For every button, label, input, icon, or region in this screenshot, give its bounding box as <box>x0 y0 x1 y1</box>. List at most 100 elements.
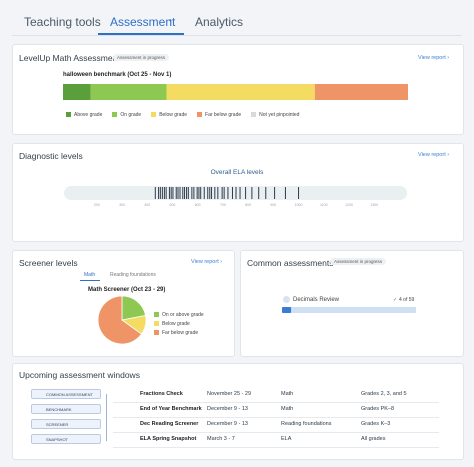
bar-segment <box>314 84 408 100</box>
legend-swatch <box>66 112 71 117</box>
cell: November 25 - 29 <box>207 391 252 397</box>
assessment-name: Dec Reading Screener <box>140 421 199 427</box>
assessment-name: Fractions Check <box>140 391 183 397</box>
assessment-name: End of Year Benchmark <box>140 406 202 412</box>
item-name[interactable]: Decimals Review <box>293 297 340 303</box>
chart-title: Overall ELA levels <box>210 169 264 176</box>
subtab-underline <box>80 280 100 281</box>
x-tick-label: 1300 <box>370 203 378 207</box>
legend-swatch <box>151 112 157 117</box>
x-tick-label: 1200 <box>345 203 353 207</box>
row-rule <box>113 432 439 433</box>
cell: Grades 2, 3, and 5 <box>361 391 407 397</box>
legend-label: On or above grade <box>162 311 204 318</box>
common-card <box>240 250 464 357</box>
legend-item: Below grade <box>154 319 224 328</box>
view-report[interactable]: View report › <box>191 259 223 265</box>
legend-item: Far below grade <box>154 328 224 337</box>
legend-swatch <box>112 112 118 117</box>
legend-swatch <box>197 112 203 117</box>
x-tick-label: 600 <box>195 203 201 207</box>
cell: March 3 - 7 <box>207 436 235 442</box>
x-tick-label: 1100 <box>320 203 328 207</box>
stacked-bar <box>63 84 408 100</box>
legend-item: On grade <box>112 112 141 118</box>
cell: Reading foundations <box>281 421 332 427</box>
bar-segment <box>166 84 315 100</box>
x-tick-label: 500 <box>170 203 176 207</box>
tab[interactable]: Teaching tools <box>24 15 101 29</box>
tab-underline <box>98 33 184 35</box>
legend-label: Far below grade <box>205 111 242 118</box>
progress-label: 4 of 59 <box>399 297 415 303</box>
pie-slice <box>121 295 147 321</box>
subtab-active[interactable]: Math <box>84 272 96 278</box>
legend-swatch <box>251 112 257 117</box>
x-tick-label: 900 <box>270 203 276 207</box>
tag: COMMON ASSESSMENT <box>31 389 101 399</box>
card-title: Diagnostic levels <box>19 151 83 161</box>
badge: Assessment in progress <box>330 258 387 265</box>
legend-label: Below grade <box>162 320 190 327</box>
tab[interactable]: Analytics <box>195 15 244 29</box>
tab-active[interactable]: Assessment <box>110 15 176 29</box>
cell: All grades <box>361 436 386 442</box>
x-tick-label: 800 <box>245 203 251 207</box>
progress-fill <box>282 307 292 313</box>
timeline <box>106 394 107 441</box>
tag: SNAPSHOT <box>31 434 101 444</box>
cell: ELA <box>281 436 292 442</box>
row-rule <box>113 447 439 448</box>
track <box>64 186 407 200</box>
card-title: Upcoming assessment windows <box>19 370 140 380</box>
card-title: Screener levels <box>19 258 78 268</box>
cell: Grades PK–8 <box>361 406 395 412</box>
x-tick-label: 200 <box>94 203 100 207</box>
legend-item: Far below grade <box>197 112 241 118</box>
legend-swatch <box>154 330 159 335</box>
row-rule <box>113 417 439 418</box>
subtitle: halloween benchmark (Oct 25 - Nov 1) <box>63 72 172 78</box>
x-tick-label: 300 <box>119 203 125 207</box>
legend-swatch <box>154 312 159 317</box>
legend-label: Above grade <box>74 111 103 118</box>
row-rule <box>113 402 439 403</box>
view-report[interactable]: View report › <box>418 152 450 158</box>
chart-title: Math Screener (Oct 23 - 29) <box>88 287 166 293</box>
tab-dot: • <box>169 16 172 25</box>
legend-label: Far below grade <box>162 329 199 336</box>
cell: December 9 - 13 <box>207 406 248 412</box>
card-title: Common assessments <box>247 258 334 268</box>
check: ✓ <box>393 297 398 303</box>
cell: Math <box>281 391 294 397</box>
cell: December 9 - 13 <box>207 421 248 427</box>
assessment-name: ELA Spring Snapshot <box>140 436 197 442</box>
legend-label: On grade <box>120 111 142 118</box>
cell: Grades K–3 <box>361 421 391 427</box>
progress-track <box>282 307 416 313</box>
progress-bar <box>282 307 416 313</box>
legend-item: Above grade <box>66 112 102 118</box>
x-tick-label: 400 <box>144 203 150 207</box>
item-icon <box>283 296 290 303</box>
tab-rule <box>12 35 462 36</box>
legend-swatch <box>154 321 159 326</box>
legend: On or above grade Below grade Far below gr… <box>154 310 224 340</box>
tag: SCREENER <box>31 419 101 429</box>
x-tick-label: 700 <box>220 203 226 207</box>
subtab[interactable]: Reading foundations <box>110 272 156 278</box>
legend-item: On or above grade <box>154 310 224 319</box>
tag: BENCHMARK <box>31 404 101 414</box>
legend: Above grade On grade Below grade Far below … <box>66 104 406 118</box>
barcode-chart: 200 300 400 500 600 700 800 900 1000 1100 1200 1300 <box>64 186 407 207</box>
pie-chart <box>97 295 147 345</box>
bar-segment <box>90 84 167 100</box>
legend-label: Below grade <box>159 111 188 118</box>
badge: Assessment in progress <box>113 54 170 61</box>
x-tick-label: 1000 <box>295 203 303 207</box>
bar-segment <box>63 84 91 100</box>
pie-slice <box>97 295 142 345</box>
view-report[interactable]: View report › <box>418 55 450 61</box>
legend-item: Not yet pinpointed <box>251 112 299 118</box>
